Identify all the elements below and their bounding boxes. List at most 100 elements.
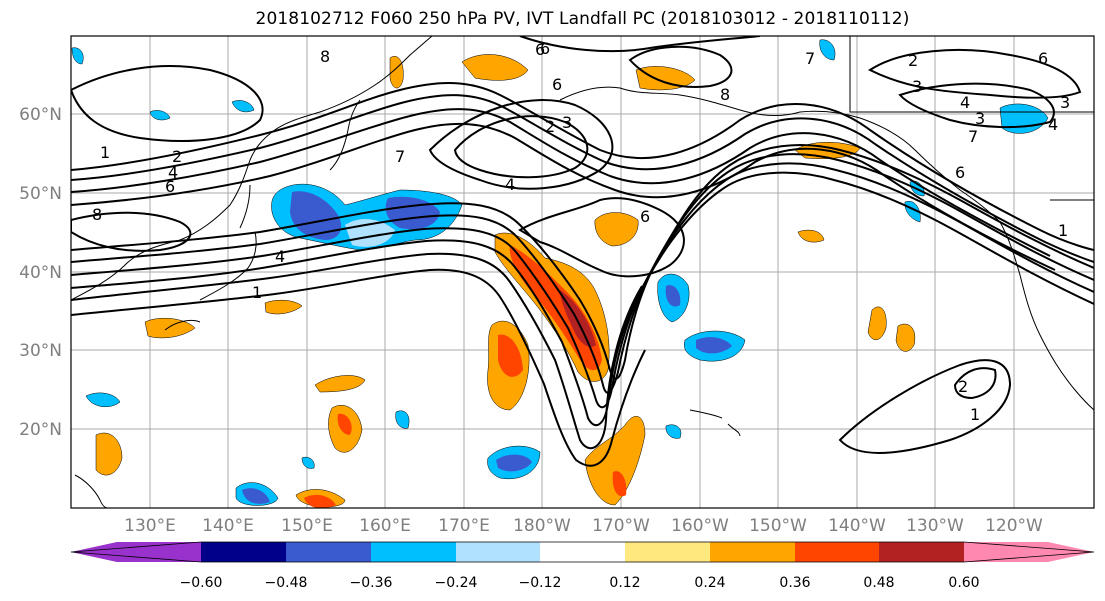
- negative-anomaly-blob: [301, 456, 315, 469]
- positive-anomaly-blob: [867, 306, 887, 340]
- lon-label: 120°W: [985, 516, 1043, 536]
- negative-anomaly-core: [496, 454, 532, 472]
- positive-anomaly-core: [612, 471, 627, 497]
- contour-label: 7: [395, 147, 405, 166]
- border-canada-us: [849, 36, 1094, 201]
- contour-label: 2: [908, 51, 918, 70]
- positive-anomaly-blob: [797, 229, 825, 243]
- coastline-philippines: [74, 474, 109, 508]
- negative-anomaly-blob: [85, 392, 121, 408]
- positive-anomaly-max: [560, 290, 596, 347]
- contour-label: 2: [545, 117, 555, 136]
- positive-anomaly-core: [337, 413, 352, 435]
- pv-contour: [838, 359, 1012, 455]
- colorbar-outline: [70, 541, 1095, 563]
- colorbar-segment: [795, 542, 879, 562]
- lon-label: 140°W: [828, 516, 886, 536]
- positive-anomaly-blob: [314, 375, 366, 393]
- contour-label: 4: [275, 247, 285, 266]
- pv-contours: [71, 36, 1094, 467]
- positive-anomaly-blob: [594, 212, 639, 247]
- coastline-korea-japan: [164, 184, 257, 331]
- colorbar-segment: [286, 542, 371, 562]
- negative-anomaly-core: [665, 285, 681, 307]
- positive-anomaly-blob: [264, 299, 303, 315]
- negative-anomaly-blob: [149, 110, 171, 121]
- contour-label: 3: [975, 109, 985, 128]
- colorbar-tick-label: −0.12: [519, 575, 562, 591]
- lat-label: 30°N: [19, 341, 62, 361]
- pv-contour: [71, 94, 1094, 263]
- negative-anomaly-blob: [665, 424, 682, 439]
- contour-label: 3: [912, 77, 922, 96]
- lat-label: 40°N: [19, 263, 62, 283]
- latitude-labels: 60°N 50°N 40°N 30°N 20°N: [19, 105, 62, 440]
- contour-label: 7: [805, 49, 815, 68]
- colorbar-segment: [625, 542, 710, 562]
- lon-label: 150°W: [749, 516, 807, 536]
- positive-anomaly-core: [304, 494, 336, 508]
- map-title: 2018102712 F060 250 hPa PV, IVT Landfall…: [255, 9, 910, 29]
- positive-anomaly-blob: [461, 54, 529, 81]
- contour-labels: 1 2 4 6 8 4 1 2 3 6 4 6 7 8 8 7 6 2 3 4 …: [92, 39, 1070, 424]
- positive-anomaly-blob: [635, 66, 696, 91]
- lon-label: 140°E: [202, 516, 254, 536]
- colorbar-tick-label: −0.60: [180, 575, 223, 591]
- contour-label: 1: [252, 283, 262, 302]
- contour-label: 7: [968, 127, 978, 146]
- positive-anomaly-core: [498, 334, 523, 377]
- pv-contour: [628, 45, 733, 88]
- pv-contour: [71, 108, 1051, 257]
- lon-label: 130°E: [124, 516, 176, 536]
- contour-label: 2: [172, 147, 182, 166]
- contour-label: 6: [1038, 49, 1048, 68]
- colorbar-segment: [456, 542, 540, 562]
- pv-contour: [71, 82, 1094, 251]
- coastline-north-america: [999, 221, 1094, 411]
- colorbar-tick-label: 0.36: [779, 575, 810, 591]
- contour-label: 1: [1058, 221, 1068, 240]
- contour-label: 3: [562, 113, 572, 132]
- pv-contour: [453, 115, 589, 179]
- lon-label: 150°E: [281, 516, 333, 536]
- negative-anomaly-blob: [395, 410, 410, 429]
- colorbar-tick-label: 0.48: [863, 575, 894, 591]
- lat-label: 50°N: [19, 184, 62, 204]
- colorbar-tick-label: −0.24: [435, 575, 478, 591]
- contour-label: 1: [100, 143, 110, 162]
- pv-contour: [519, 36, 761, 53]
- contour-label: 8: [92, 205, 102, 224]
- contour-label: 3: [1060, 93, 1070, 112]
- negative-anomaly-core: [696, 337, 732, 354]
- negative-anomaly-core: [290, 191, 342, 240]
- colorbar-segment: [201, 542, 286, 562]
- pv-contour: [71, 65, 264, 142]
- lon-label: 130°W: [906, 516, 964, 536]
- colorbar-segment: [371, 542, 456, 562]
- contour-label: 4: [168, 163, 178, 182]
- contour-label: 1: [970, 405, 980, 424]
- negative-anomaly-blob: [819, 39, 836, 61]
- contour-label: 8: [720, 85, 730, 104]
- colorbar-tick-label: −0.36: [350, 575, 393, 591]
- pv-contour: [71, 171, 1094, 427]
- contour-label: 4: [505, 175, 515, 194]
- contour-label: 4: [960, 93, 970, 112]
- colorbar-segment: [710, 542, 795, 562]
- contour-label: 4: [1048, 115, 1058, 134]
- contour-label: 6: [540, 39, 550, 58]
- lon-label: 170°E: [438, 516, 490, 536]
- contour-label: 6: [165, 177, 175, 196]
- pv-contour: [71, 211, 192, 252]
- colorbar-tick-label: 0.24: [694, 575, 725, 591]
- coastline-kamchatka: [329, 99, 361, 171]
- positive-anomaly-blob: [95, 432, 123, 476]
- negative-anomaly-core: [242, 488, 270, 504]
- colorbar-tick-label: −0.48: [265, 575, 308, 591]
- contour-label: 8: [320, 47, 330, 66]
- colorbar-tick-label: 0.12: [609, 575, 640, 591]
- colorbar-segment: [71, 542, 201, 562]
- longitude-labels: 130°E 140°E 150°E 160°E 170°E 180°W 170°…: [124, 516, 1043, 536]
- contour-label: 6: [535, 40, 545, 59]
